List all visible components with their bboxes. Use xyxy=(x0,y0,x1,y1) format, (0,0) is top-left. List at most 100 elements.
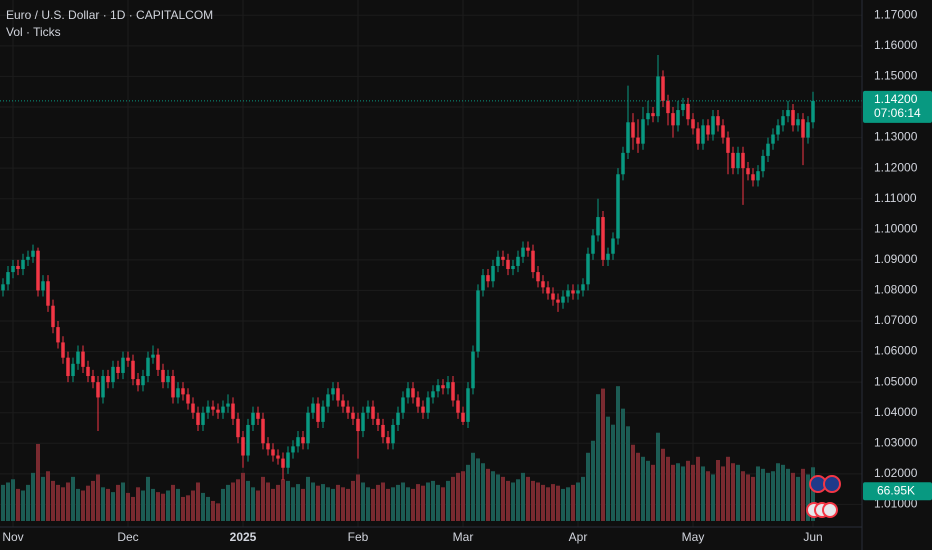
candle-body xyxy=(551,293,555,300)
volume-bar xyxy=(276,484,280,521)
candle-body xyxy=(641,119,645,144)
candle-body xyxy=(601,217,605,260)
candle-body xyxy=(116,366,120,373)
candle-body xyxy=(226,403,230,407)
volume-bar xyxy=(341,487,345,521)
volume-bar xyxy=(426,482,430,521)
candle-body xyxy=(11,265,15,273)
candle-body xyxy=(676,110,680,126)
volume-bar xyxy=(621,408,625,521)
volume-bar xyxy=(731,463,735,521)
candle-body xyxy=(421,406,425,413)
candle-body xyxy=(656,76,660,117)
volume-bar xyxy=(46,471,50,521)
volume-bar xyxy=(41,476,45,521)
candle-body xyxy=(276,455,280,459)
candle-body xyxy=(361,412,365,432)
volume-bar xyxy=(546,487,550,521)
volume-bar xyxy=(256,490,260,521)
volume-bar xyxy=(91,480,95,521)
candle-body xyxy=(216,409,220,413)
volume-bar xyxy=(746,474,750,521)
volume-bar xyxy=(801,468,805,521)
volume-bar xyxy=(541,484,545,521)
x-tick-label: 2025 xyxy=(230,530,257,544)
volume-bar xyxy=(346,488,350,521)
y-tick-label: 1.07000 xyxy=(874,313,918,327)
candle-body xyxy=(446,382,450,389)
candle-body xyxy=(391,424,395,444)
volume-bar xyxy=(626,426,630,521)
volume-bar xyxy=(421,485,425,521)
candle-body xyxy=(461,412,465,422)
candle-body xyxy=(556,299,560,303)
volume-bar xyxy=(726,456,730,521)
volume-bar xyxy=(61,487,65,521)
candle-body xyxy=(206,406,210,413)
candle-body xyxy=(326,394,330,407)
volume-bar xyxy=(206,496,210,521)
volume-bar xyxy=(701,466,705,521)
y-tick-label: 1.05000 xyxy=(874,374,918,388)
volume-bar xyxy=(476,458,480,521)
volume-bar xyxy=(496,474,500,521)
y-tick-label: 1.06000 xyxy=(874,344,918,358)
countdown-label: 07:06:14 xyxy=(874,106,921,120)
volume-bar xyxy=(771,471,775,521)
chart-subtitle: Vol · Ticks xyxy=(6,25,61,39)
volume-bar xyxy=(176,488,180,521)
volume-bar xyxy=(326,487,330,521)
candle-body xyxy=(411,388,415,398)
candle-body xyxy=(686,103,690,120)
candle-body xyxy=(381,424,385,438)
candle-body xyxy=(471,351,475,389)
volume-bar xyxy=(571,484,575,521)
candle-body xyxy=(21,259,25,270)
y-tick-label: 1.02000 xyxy=(874,466,918,480)
candle-body xyxy=(236,418,240,438)
volume-bar xyxy=(756,466,760,521)
candle-body xyxy=(46,281,50,306)
candle-body xyxy=(691,119,695,129)
volume-bar xyxy=(396,484,400,521)
candle-body xyxy=(281,458,285,468)
volume-bar xyxy=(551,484,555,521)
candle-body xyxy=(511,265,515,270)
volume-bar xyxy=(201,492,205,521)
candle-body xyxy=(51,305,55,328)
candle-body xyxy=(671,113,675,126)
flag-icon xyxy=(823,475,841,493)
volume-bar xyxy=(356,474,360,521)
candle-body xyxy=(756,171,760,181)
x-tick-label: Feb xyxy=(348,530,369,544)
candle-body xyxy=(666,100,670,114)
volume-bar xyxy=(531,480,535,521)
volume-bar xyxy=(611,424,615,521)
volume-bar xyxy=(661,448,665,521)
candle-body xyxy=(351,412,355,419)
flag-icons xyxy=(806,475,841,518)
volume-pane xyxy=(1,386,815,521)
candle-body xyxy=(786,110,790,117)
chart-title: Euro / U.S. Dollar · 1D · CAPITALCOM xyxy=(6,8,213,22)
volume-bar xyxy=(141,490,145,521)
candle-body xyxy=(611,238,615,254)
volume-bar xyxy=(506,480,510,521)
candle-body xyxy=(636,137,640,144)
volume-bar xyxy=(336,484,340,521)
volume-bar xyxy=(186,495,190,521)
candle-body xyxy=(616,174,620,239)
volume-bar xyxy=(136,487,140,521)
candle-body xyxy=(801,119,805,138)
candle-body xyxy=(201,412,205,425)
candle-body xyxy=(16,265,20,270)
y-tick-label: 1.16000 xyxy=(874,38,918,52)
last-volume-box xyxy=(863,482,932,501)
volume-bar xyxy=(251,487,255,521)
volume-bar xyxy=(301,488,305,521)
volume-bar xyxy=(691,464,695,521)
volume-bar xyxy=(636,452,640,521)
volume-bar xyxy=(16,488,20,521)
